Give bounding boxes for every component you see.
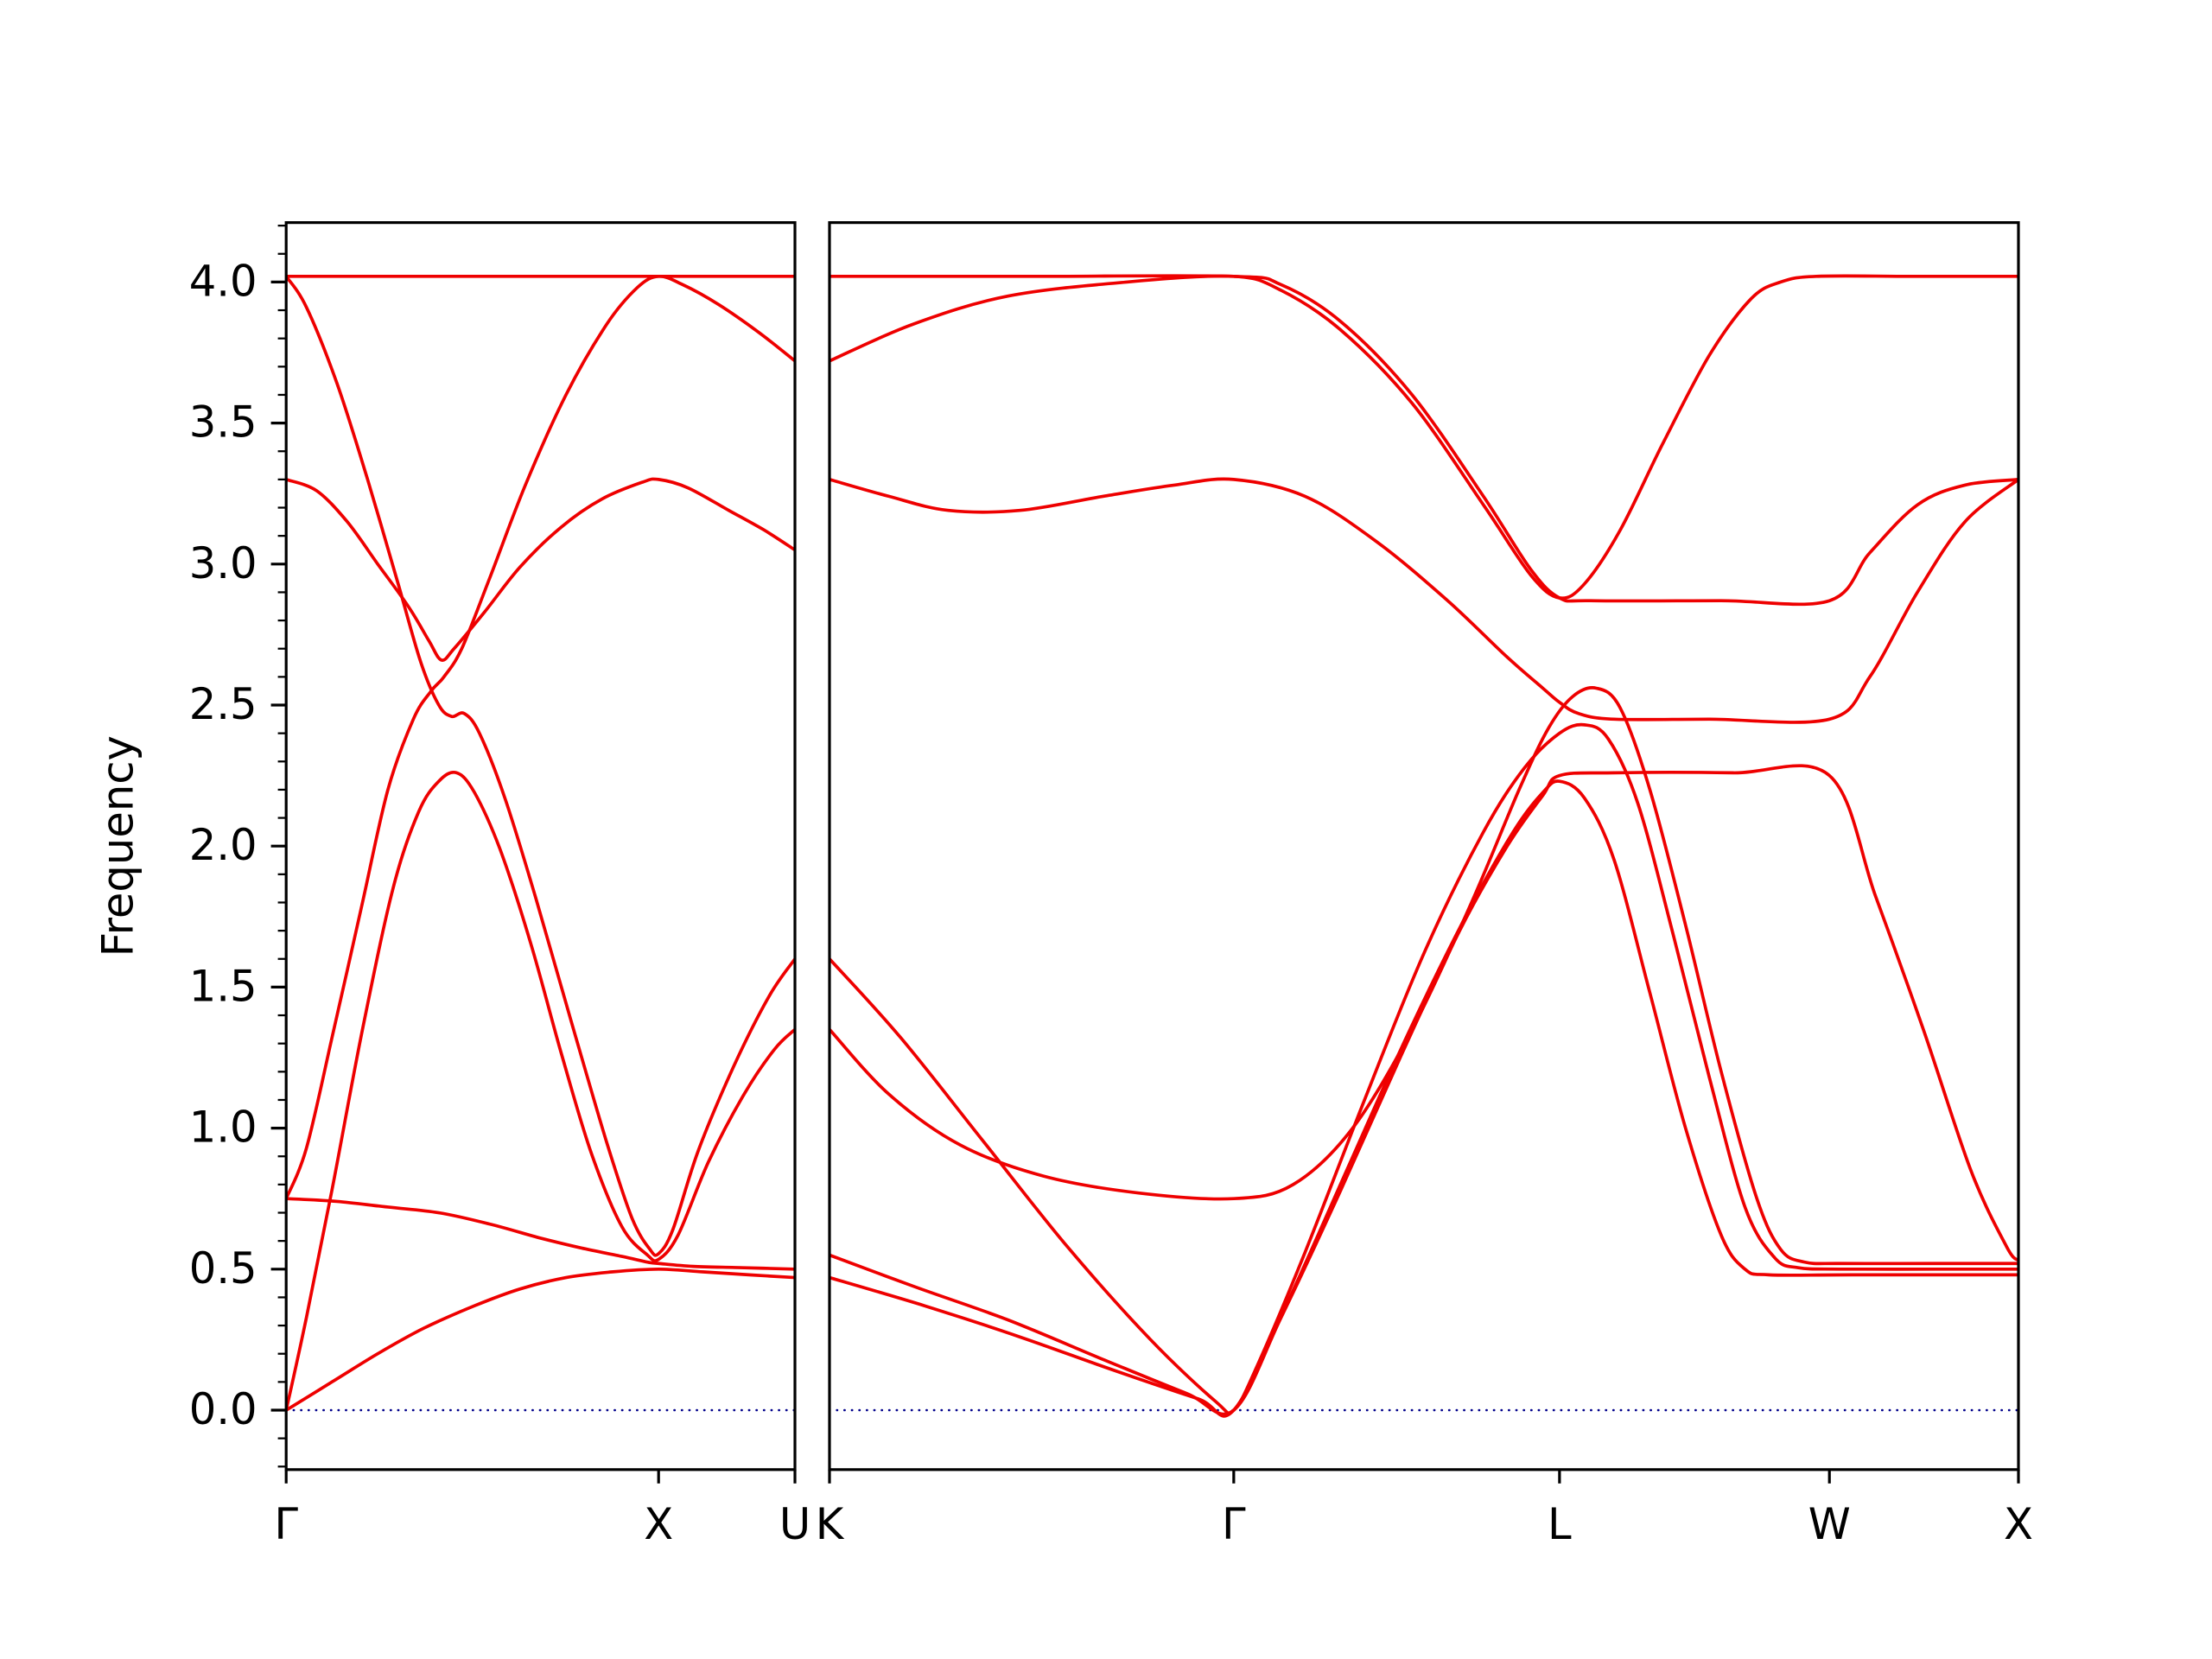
- phonon-branch: [830, 477, 2018, 724]
- y-tick-label: 1.0: [189, 1103, 257, 1153]
- x-tick-label: X: [2004, 1499, 2033, 1549]
- x-tick-label: Γ: [1222, 1499, 1246, 1549]
- y-tick-label: 2.0: [189, 820, 257, 870]
- x-tick-label: Γ: [274, 1499, 298, 1549]
- y-tick-label: 3.0: [189, 538, 257, 588]
- x-tick-label: L: [1548, 1499, 1572, 1549]
- branch-lines: [286, 274, 795, 1412]
- y-tick-label: 1.5: [189, 961, 257, 1011]
- phonon-branch: [286, 477, 795, 662]
- phonon-branch: [830, 722, 2018, 1415]
- y-axis: 0.0 0.5 1.0 1.5 2.0 2.5 3.0 3.5 4.0: [189, 224, 287, 1468]
- y-tick-label: 3.5: [189, 397, 257, 448]
- phonon-branch: [830, 274, 2018, 607]
- x-tick-label: X: [644, 1499, 673, 1549]
- branch-lines: [830, 274, 2018, 1418]
- x-tick-label: K: [816, 1499, 845, 1549]
- x-tick-label: U: [779, 1499, 810, 1549]
- phonon-branch: [286, 274, 795, 1201]
- phonon-branch: [830, 779, 2018, 1418]
- y-tick-label: 4.0: [189, 256, 257, 306]
- y-tick-label: 0.5: [189, 1243, 257, 1294]
- phonon-branch: [830, 764, 2018, 1416]
- phonon-branch: [286, 1197, 795, 1271]
- y-axis-label: Frequency: [93, 735, 143, 957]
- x-tick-label: W: [1808, 1499, 1851, 1549]
- phonon-branch: [286, 771, 795, 1412]
- phonon-branch: [830, 686, 2018, 1266]
- phonon-branch: [286, 1267, 795, 1412]
- y-tick-label: 0.0: [189, 1384, 257, 1434]
- panel-frame: [828, 221, 2020, 1471]
- y-tick-label: 2.5: [189, 679, 257, 729]
- phonon-branch: [830, 274, 2018, 601]
- phonon-branch: [286, 275, 795, 1257]
